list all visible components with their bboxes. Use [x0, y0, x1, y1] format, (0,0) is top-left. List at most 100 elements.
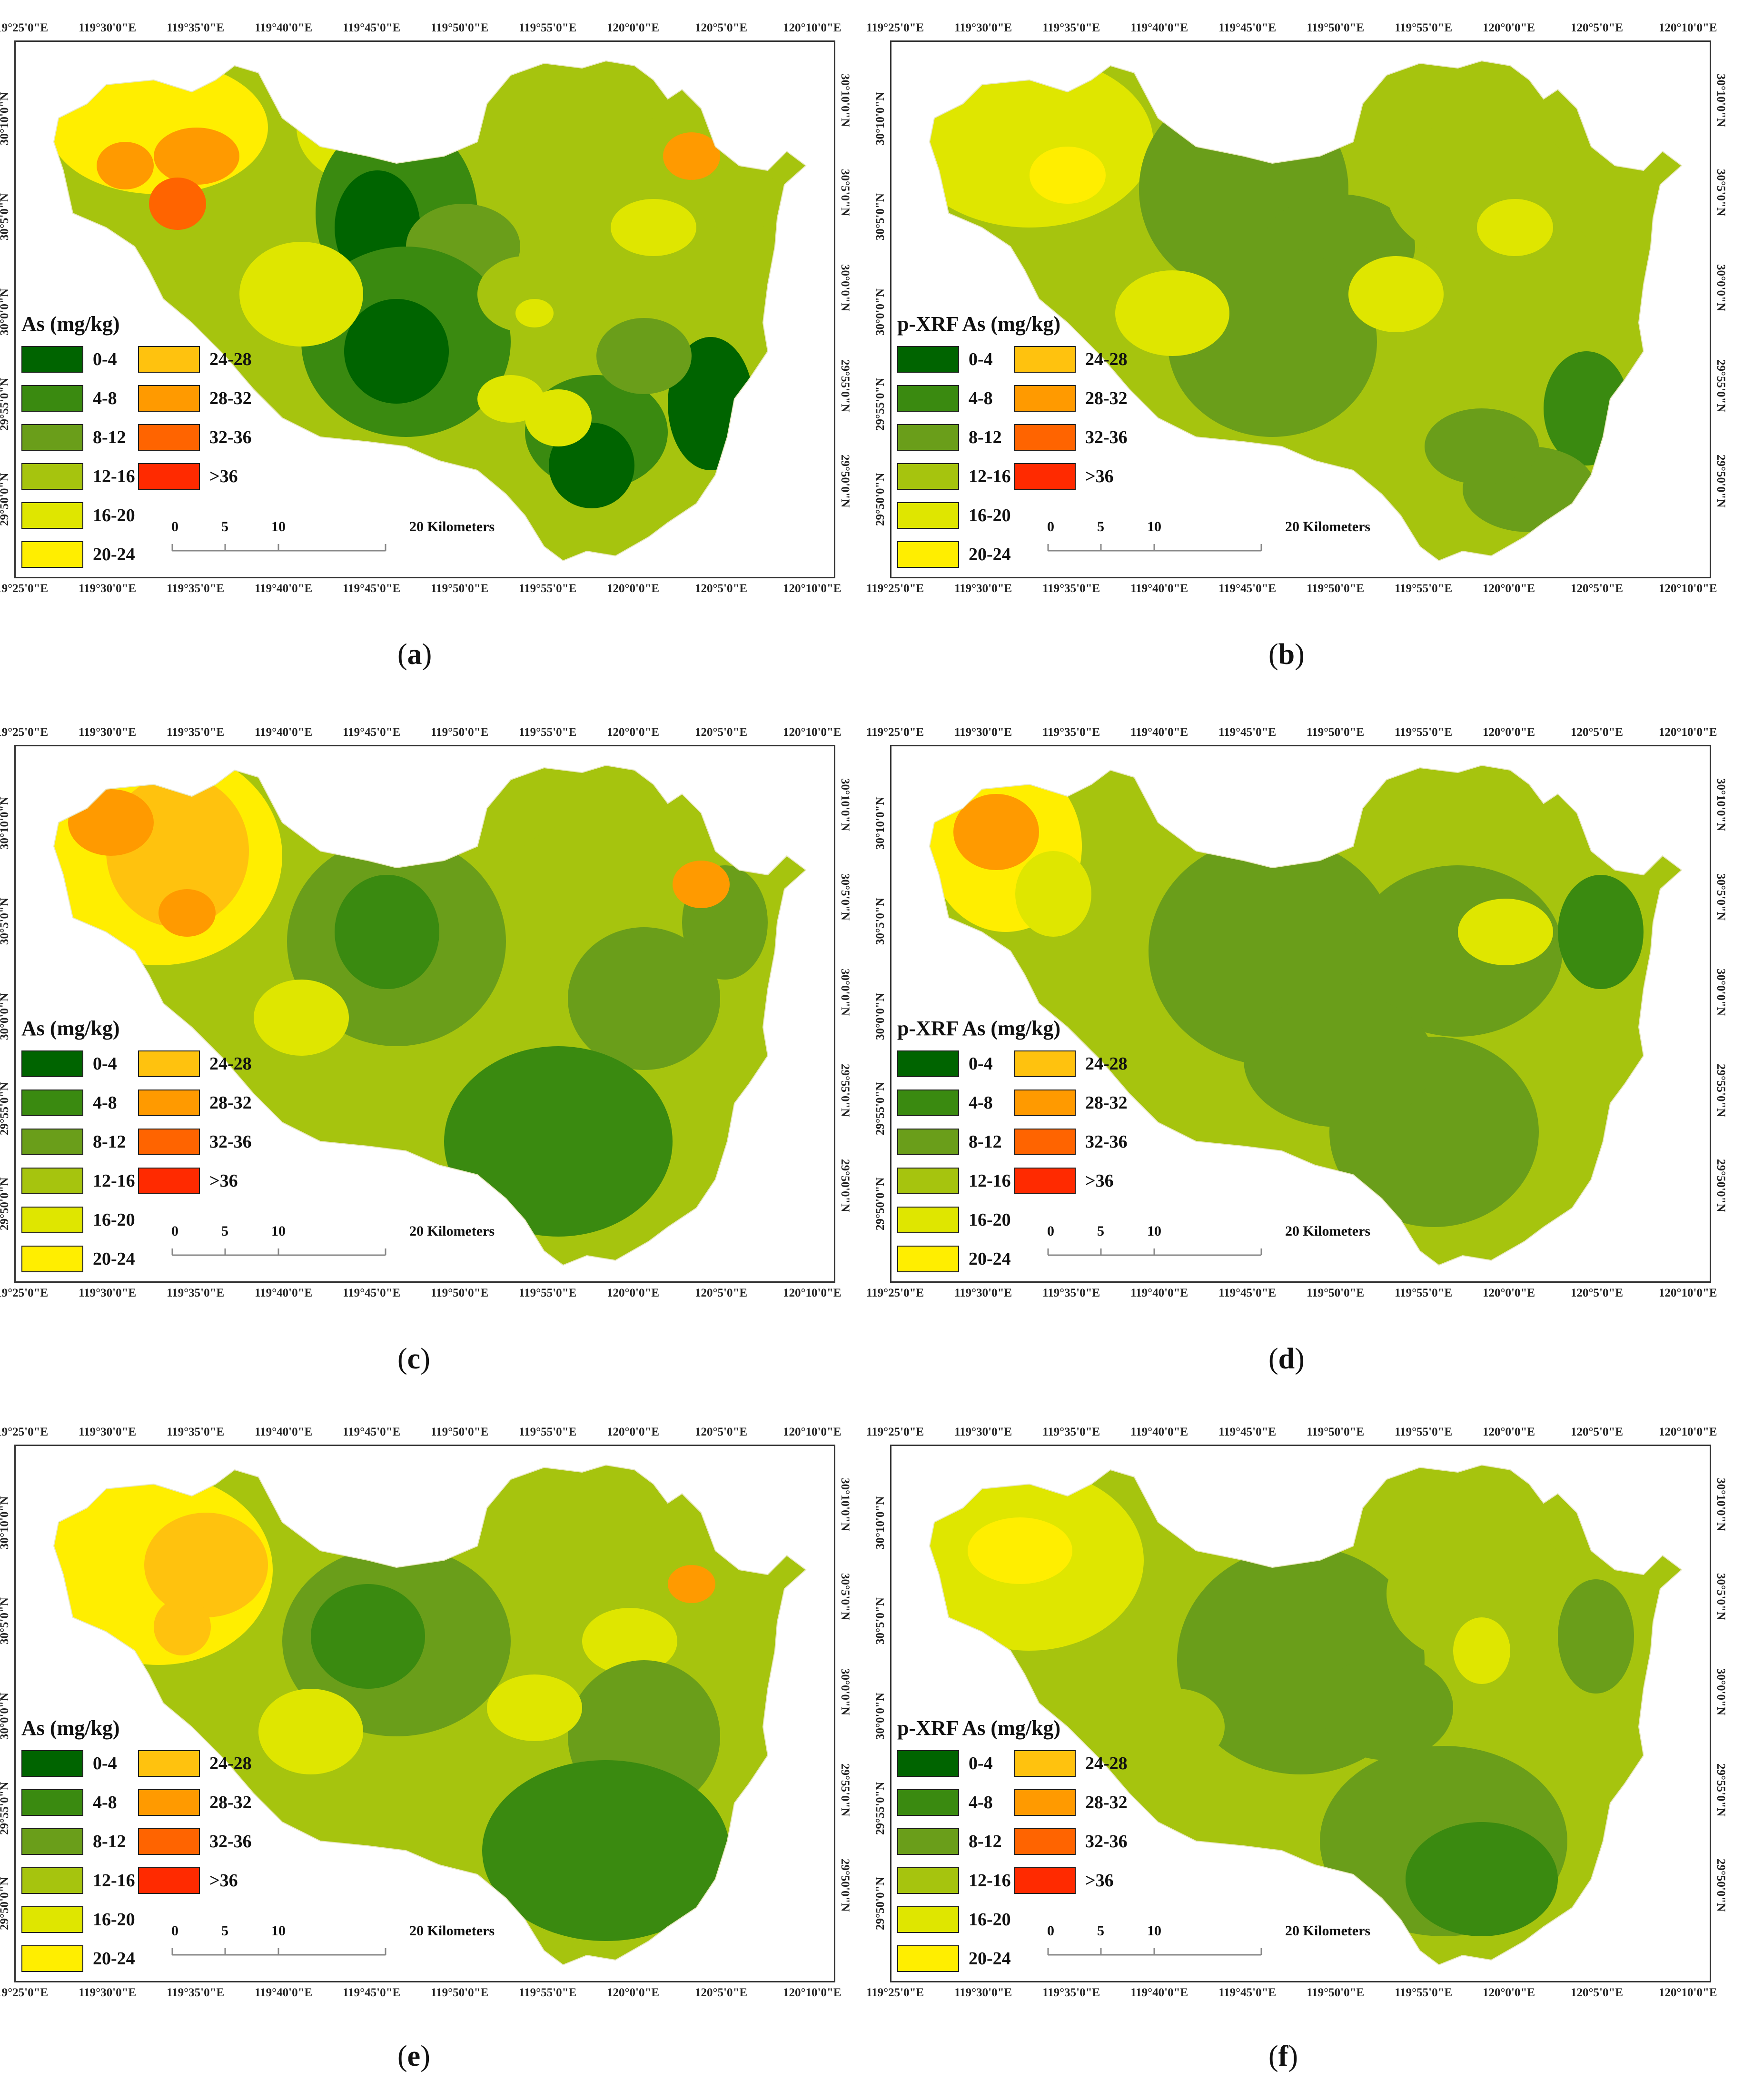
- legend-label: 8-12: [969, 427, 1002, 447]
- legend-label: 12-16: [969, 466, 1011, 486]
- legend-label: 24-28: [1085, 1054, 1128, 1074]
- longitude-label-top: 119°25'0"E: [866, 1426, 924, 1438]
- legend-swatch: [1014, 346, 1076, 373]
- legend-item: 12-16: [897, 462, 1011, 491]
- legend-item: 8-12: [21, 1128, 126, 1156]
- longitude-label-bottom: 119°40'0"E: [1130, 1986, 1188, 1999]
- scale-unit-label: 20 Kilometers: [1285, 1223, 1371, 1239]
- latitude-label-right: 29°55'0"N: [1714, 359, 1727, 413]
- longitude-label-top: 119°45'0"E: [343, 21, 401, 34]
- longitude-label-top: 119°40'0"E: [1130, 726, 1188, 739]
- legend-label: 4-8: [969, 1093, 993, 1113]
- longitude-label-bottom: 119°25'0"E: [0, 582, 49, 595]
- legend-label: 16-20: [93, 505, 135, 525]
- latitude-label-left: 30°5'0"N: [874, 898, 887, 945]
- latitude-label-right: 30°10'0"N: [839, 778, 852, 832]
- legend-label: 28-32: [209, 388, 252, 408]
- legend-item: 32-36: [138, 1827, 252, 1856]
- scale-tick-label: 0: [1047, 1923, 1054, 1939]
- longitude-label-bottom: 119°35'0"E: [167, 1287, 225, 1299]
- longitude-label-top: 119°55'0"E: [519, 21, 577, 34]
- area-boundary: [53, 1464, 807, 1966]
- legend-item: 28-32: [138, 384, 252, 413]
- map-frame: [14, 1445, 835, 1982]
- latitude-label-left: 29°55'0"N: [0, 1782, 11, 1835]
- latitude-label-left: 30°0'0"N: [0, 993, 11, 1040]
- study-area-map: [929, 60, 1683, 562]
- legend-item: 4-8: [21, 1089, 117, 1117]
- scale-tick-label: 10: [1147, 519, 1161, 535]
- longitude-label-bottom: 119°45'0"E: [343, 1986, 401, 1999]
- legend-swatch: [1014, 1090, 1076, 1116]
- area-boundary: [929, 1464, 1683, 1966]
- interpolated-zone: [482, 1760, 730, 1941]
- longitude-label-top: 120°10'0"E: [783, 21, 842, 34]
- latitude-label-left: 30°0'0"N: [874, 288, 887, 336]
- legend-label: 32-36: [1085, 1132, 1128, 1152]
- legend-swatch: [138, 385, 200, 412]
- area-boundary: [53, 764, 807, 1266]
- longitude-label-top: 119°50'0"E: [431, 21, 489, 34]
- legend-item: 12-16: [897, 1866, 1011, 1895]
- legend-label: >36: [1085, 1171, 1114, 1191]
- interpolated-zone: [1544, 351, 1629, 466]
- longitude-label-top: 119°45'0"E: [343, 726, 401, 739]
- longitude-label-top: 119°45'0"E: [1218, 726, 1277, 739]
- legend-swatch: [897, 1129, 959, 1155]
- legend-swatch: [21, 1828, 83, 1855]
- legend-label: 20-24: [969, 545, 1011, 565]
- interpolated-zone: [568, 927, 720, 1070]
- longitude-label-top: 119°55'0"E: [1395, 726, 1453, 739]
- longitude-label-top: 120°0'0"E: [607, 21, 659, 34]
- legend-item: 0-4: [897, 345, 993, 374]
- legend-swatch: [21, 1789, 83, 1816]
- legend-item: 8-12: [897, 423, 1002, 452]
- legend-label: 4-8: [93, 388, 117, 408]
- legend-item: 0-4: [897, 1749, 993, 1778]
- longitude-label-bottom: 119°55'0"E: [1395, 1986, 1453, 1999]
- longitude-label-top: 119°30'0"E: [954, 21, 1012, 34]
- legend-swatch: [1014, 463, 1076, 490]
- map-frame: [890, 40, 1711, 578]
- panel-caption-letter: d: [1278, 1343, 1295, 1375]
- longitude-label-bottom: 120°0'0"E: [1483, 582, 1535, 595]
- latitude-label-left: 30°5'0"N: [0, 898, 11, 945]
- interpolated-zone: [1348, 256, 1444, 332]
- legend-swatch: [1014, 1050, 1076, 1077]
- map-frame: [890, 1445, 1711, 1982]
- longitude-label-top: 120°0'0"E: [1483, 726, 1535, 739]
- legend-label: 0-4: [969, 1054, 993, 1074]
- scale-bar: [1047, 1948, 1262, 1956]
- interpolated-zone: [311, 1584, 425, 1689]
- longitude-label-bottom: 120°0'0"E: [607, 582, 659, 595]
- longitude-label-bottom: 119°30'0"E: [79, 582, 137, 595]
- interpolated-zone: [663, 132, 720, 180]
- interpolated-zone: [144, 1513, 268, 1617]
- legend-swatch: [897, 385, 959, 412]
- area-boundary: [929, 60, 1683, 562]
- longitude-label-bottom: 119°55'0"E: [519, 582, 577, 595]
- latitude-label-right: 30°5'0"N: [839, 1573, 852, 1620]
- longitude-label-bottom: 119°35'0"E: [1042, 1287, 1100, 1299]
- legend-label: 32-36: [209, 427, 252, 447]
- longitude-label-top: 119°35'0"E: [1042, 21, 1100, 34]
- scale-tick-label: 10: [1147, 1923, 1161, 1939]
- longitude-label-bottom: 119°40'0"E: [255, 1986, 313, 1999]
- latitude-label-left: 29°50'0"N: [0, 1177, 11, 1230]
- longitude-label-bottom: 119°40'0"E: [1130, 1287, 1188, 1299]
- longitude-label-top: 119°30'0"E: [79, 21, 137, 34]
- interpolated-zone: [239, 242, 363, 347]
- legend-swatch: [21, 385, 83, 412]
- latitude-label-right: 29°55'0"N: [839, 359, 852, 413]
- legend-label: 8-12: [93, 427, 126, 447]
- latitude-label-right: 29°50'0"N: [1714, 455, 1727, 508]
- legend-item: 28-32: [138, 1089, 252, 1117]
- legend-swatch: [138, 1828, 200, 1855]
- legend-swatch: [897, 541, 959, 568]
- study-area-map: [53, 60, 807, 562]
- latitude-label-right: 29°55'0"N: [1714, 1763, 1727, 1817]
- interpolated-zone: [1386, 1522, 1577, 1665]
- latitude-label-right: 29°55'0"N: [1714, 1064, 1727, 1117]
- interpolated-zone: [1558, 1579, 1634, 1694]
- longitude-label-top: 119°25'0"E: [866, 726, 924, 739]
